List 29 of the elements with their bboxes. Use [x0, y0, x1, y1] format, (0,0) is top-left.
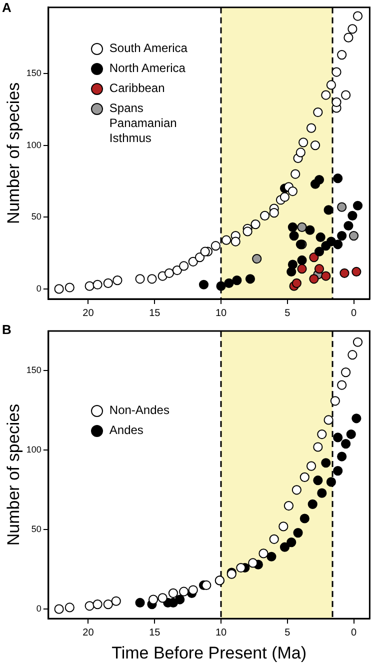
y-axis-title: Number of species [4, 82, 23, 224]
x-tick-label: 0 [350, 627, 357, 638]
x-tick-label: 15 [149, 627, 161, 638]
legend-label: Caribbean [109, 81, 165, 96]
x-tick-label: 0 [350, 308, 357, 319]
x-tick-label: 20 [82, 308, 94, 319]
y-tick-label: 0 [36, 283, 42, 294]
legend-label: Spans Panamanian Isthmus [109, 101, 178, 146]
y-tick-label: 50 [31, 524, 42, 534]
y-tick-label: 50 [31, 212, 42, 222]
x-tick-label: 10 [215, 308, 228, 319]
y-tick-label: 100 [26, 444, 42, 455]
y-tick-label: 0 [36, 604, 42, 614]
x-tick-label: 5 [284, 308, 291, 319]
x-axis-title: Time Before Present (Ma) [112, 643, 307, 662]
x-tick-label: 15 [149, 308, 161, 319]
chart-title: A [2, 0, 12, 15]
y-tick-label: 150 [26, 365, 42, 376]
y-tick-label: 150 [26, 68, 42, 78]
legend-label: North America [109, 61, 186, 76]
legend-label: Non-Andes [109, 403, 170, 418]
x-tick-label: 20 [82, 627, 94, 638]
y-axis-title: Number of species [4, 404, 23, 546]
y-tick-label: 100 [26, 140, 42, 150]
x-tick-label: 5 [284, 627, 291, 638]
legend-label: South America [109, 41, 188, 56]
legend-label: Andes [109, 423, 144, 438]
x-tick-label: 10 [215, 627, 228, 638]
chart-title: B [2, 322, 12, 337]
